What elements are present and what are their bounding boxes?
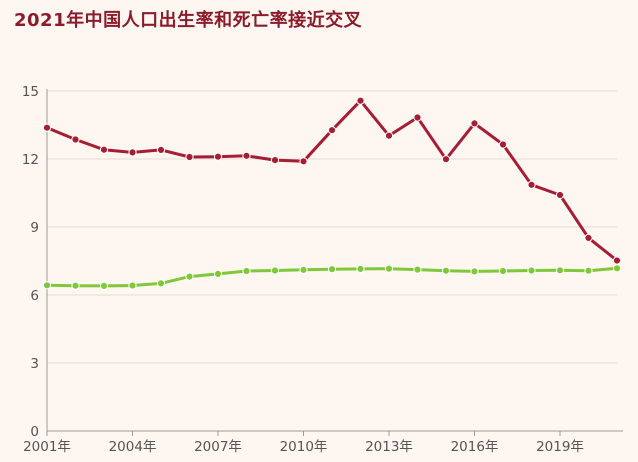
y-tick-label: 6: [30, 288, 39, 304]
series-1-point: [384, 264, 394, 273]
series-0-point: [128, 148, 137, 157]
series-0-point: [413, 113, 422, 122]
series-0-point: [185, 152, 194, 162]
series-1-point: [242, 266, 251, 276]
series-0-point: [612, 256, 622, 265]
series-1-point: [413, 265, 422, 274]
series-1-point: [185, 272, 194, 281]
x-tick-label: 2019年: [536, 439, 584, 455]
series-1-point: [584, 266, 593, 275]
series-0-line: [45, 99, 619, 262]
series-0-point: [498, 140, 508, 149]
series-0-point: [441, 155, 451, 164]
x-tick-label: 2001年: [23, 439, 71, 455]
y-tick-label: 0: [30, 424, 39, 440]
series-1-point: [128, 281, 137, 290]
series-1-point: [498, 266, 508, 276]
series-0-point: [327, 126, 337, 135]
series-1-point: [356, 264, 365, 273]
y-tick-label: 3: [30, 356, 39, 372]
x-tick-label: 2004年: [109, 439, 157, 455]
series-0-point: [71, 135, 80, 144]
series-0-point: [213, 152, 223, 161]
series-1-point: [555, 266, 565, 275]
series-0-point: [470, 119, 479, 128]
series-1-point: [99, 281, 109, 290]
series-1-point: [527, 266, 536, 275]
series-1-point: [441, 266, 451, 275]
series-0-point: [270, 156, 280, 165]
series-1-point: [327, 265, 337, 274]
chart-title: 2021年中国人口出生率和死亡率接近交叉: [14, 10, 363, 31]
series-0-point: [555, 190, 565, 200]
x-tick-label: 2016年: [451, 439, 499, 455]
series-0-point: [299, 157, 308, 166]
series-1-point: [270, 266, 280, 275]
y-tick-label: 12: [22, 152, 39, 168]
y-tick-label: 9: [30, 220, 39, 236]
series-1-point: [71, 281, 80, 290]
series-1-point: [299, 265, 308, 274]
series-0-point: [584, 233, 593, 242]
series-1-point: [612, 264, 622, 273]
series-0-point: [42, 123, 52, 132]
series-0-point: [99, 145, 109, 154]
y-tick-label: 15: [22, 84, 39, 100]
x-tick-label: 2007年: [194, 439, 242, 455]
series-0-point: [356, 96, 365, 105]
series-0-point: [384, 131, 394, 140]
series-0-point: [527, 180, 536, 189]
series-1-point: [213, 269, 223, 278]
series-1-point: [470, 267, 479, 276]
x-tick-label: 2013年: [365, 439, 413, 455]
series-0-point: [242, 151, 251, 160]
series-1-point: [156, 279, 166, 288]
series-0-point: [156, 145, 166, 154]
x-tick-label: 2010年: [280, 439, 328, 455]
series-1-point: [42, 281, 52, 290]
